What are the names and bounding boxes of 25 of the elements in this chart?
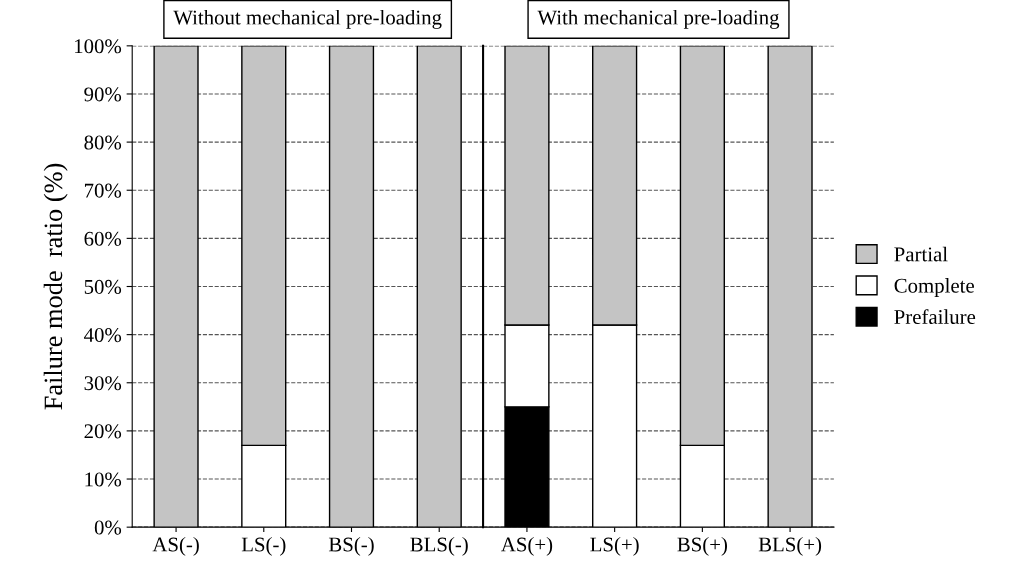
y-tick-label: 80% xyxy=(84,135,122,150)
x-tick-label: AS(+) xyxy=(501,536,553,556)
x-tick-label: LS(-) xyxy=(241,536,286,556)
x-tick-label: BS(+) xyxy=(677,536,728,556)
legend-label: Prefailure xyxy=(894,309,976,325)
chart-title: Without mechanical pre-loading xyxy=(173,9,442,29)
x-tick-label: BLS(+) xyxy=(758,536,822,556)
x-tick-label: BS(-) xyxy=(328,536,374,556)
y-tick-label: 90% xyxy=(84,87,122,102)
y-tick-label: 30% xyxy=(84,376,122,391)
y-tick-label: 60% xyxy=(84,231,122,246)
legend-label: Partial xyxy=(894,246,948,262)
chart-title: With mechanical pre-loading xyxy=(537,9,780,29)
y-tick-label: 10% xyxy=(85,472,122,487)
y-tick-label: 40% xyxy=(84,328,122,343)
y-axis-title: Failure mode ratio (%) xyxy=(43,163,68,410)
y-tick-label: 0% xyxy=(94,520,122,535)
y-tick-label: 50% xyxy=(84,279,122,294)
x-tick-label: LS(+) xyxy=(590,536,639,556)
x-tick-label: AS(-) xyxy=(152,536,199,556)
y-tick-label: 100% xyxy=(75,39,122,54)
x-tick-label: BLS(-) xyxy=(410,536,468,556)
legend-label: Complete xyxy=(894,278,974,297)
y-tick-label: 20% xyxy=(84,424,122,439)
y-tick-label: 70% xyxy=(84,183,122,198)
